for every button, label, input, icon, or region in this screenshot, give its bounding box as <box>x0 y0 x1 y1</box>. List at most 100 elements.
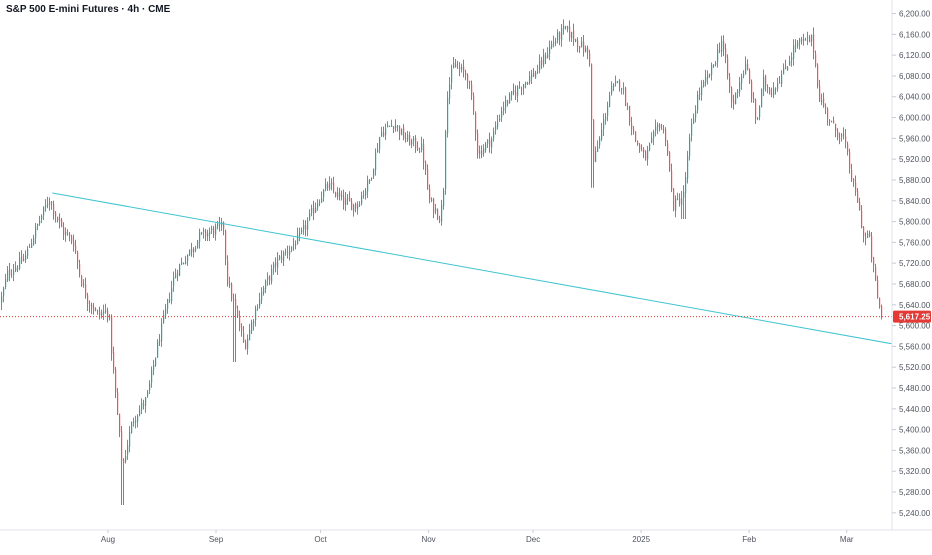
candle-body <box>557 32 559 41</box>
candle-body <box>861 210 863 229</box>
candle-body <box>465 72 467 76</box>
candle-body <box>5 279 7 287</box>
candle-body <box>161 323 163 341</box>
candle-body <box>263 288 265 294</box>
candle-body <box>449 84 451 99</box>
candle-body <box>319 202 321 204</box>
time-axis[interactable]: Aug Sep Oct Nov Dec 2025 Feb Mar <box>101 530 854 544</box>
candle-body <box>63 226 65 236</box>
candle-body <box>655 126 657 131</box>
candle-body <box>725 48 727 59</box>
time-tick-label: Nov <box>421 535 435 544</box>
price-tick-label: 6,200.00 <box>899 10 931 19</box>
candle-body <box>571 31 573 39</box>
candle-body <box>641 150 643 152</box>
candle-body <box>825 106 827 109</box>
candle-body <box>271 268 273 282</box>
candle-body <box>47 204 49 206</box>
candle-body <box>79 264 81 275</box>
price-tick-label: 5,480.00 <box>899 384 931 393</box>
candle-body <box>195 248 197 250</box>
candle-body <box>399 126 401 135</box>
candle-body <box>829 120 831 122</box>
candle-body <box>439 218 441 221</box>
candle-body <box>149 383 151 391</box>
candle-body <box>427 169 429 190</box>
candle-body <box>823 98 825 107</box>
candle-body <box>681 198 683 205</box>
candle-body <box>601 129 603 140</box>
candle-body <box>299 232 301 236</box>
candle-body <box>123 459 125 463</box>
candle-body <box>417 147 419 150</box>
candle-body <box>395 125 397 129</box>
last-price-badge <box>893 310 931 323</box>
chart-title: S&P 500 E-mini Futures · 4h · CME <box>6 4 171 15</box>
candle-body <box>103 311 105 314</box>
candle-body <box>101 312 103 316</box>
candle-body <box>253 321 255 324</box>
candle-body <box>675 198 677 211</box>
price-tick-label: 5,640.00 <box>899 301 931 310</box>
candle-body <box>481 150 483 155</box>
candle-body <box>731 88 733 102</box>
candle-body <box>463 66 465 72</box>
candle-body <box>375 152 377 171</box>
candle-body <box>617 81 619 83</box>
price-tick-label: 5,320.00 <box>899 467 931 476</box>
candle-body <box>243 332 245 342</box>
candle-body <box>455 63 457 68</box>
candle-body <box>39 220 41 224</box>
candle-body <box>261 291 263 301</box>
candle-body <box>241 326 243 332</box>
candle-body <box>37 223 39 227</box>
candle-body <box>371 177 373 179</box>
candle-body <box>249 330 251 341</box>
candle-body <box>237 309 239 317</box>
candle-body <box>459 67 461 70</box>
candle-body <box>761 89 763 108</box>
candle-body <box>75 245 77 252</box>
candle-body <box>843 134 845 136</box>
candle-body <box>703 81 705 87</box>
candle-body <box>651 137 653 143</box>
candle-body <box>313 207 315 214</box>
candle-body <box>787 66 789 70</box>
candle-body <box>99 311 101 315</box>
time-tick-label: Feb <box>742 535 756 544</box>
candle-body <box>713 64 715 66</box>
candle-body <box>7 270 9 281</box>
candle-body <box>565 26 567 28</box>
candle-body <box>633 128 635 132</box>
candle-body <box>49 202 51 205</box>
price-tick-label: 5,360.00 <box>899 446 931 455</box>
candle-body <box>11 274 13 276</box>
candle-body <box>53 203 55 214</box>
price-axis[interactable]: 6,200.00 6,160.00 6,120.00 6,080.00 6,040.00… <box>892 10 931 518</box>
candle-body <box>517 86 519 96</box>
candle-body <box>445 131 447 189</box>
candle-body <box>845 136 847 143</box>
candle-body <box>833 120 835 124</box>
candle-body <box>393 126 395 129</box>
candle-body <box>437 209 439 219</box>
time-tick-label: Aug <box>101 535 115 544</box>
candle-body <box>1 296 3 303</box>
candle-body <box>477 133 479 154</box>
candle-body <box>537 71 539 73</box>
candle-body <box>61 220 63 228</box>
candle-body <box>203 230 205 232</box>
candle-body <box>209 231 211 235</box>
price-tick-label: 5,560.00 <box>899 342 931 351</box>
time-tick-label: Sep <box>209 535 224 544</box>
price-tick-label: 5,880.00 <box>899 176 931 185</box>
candle-body <box>165 308 167 316</box>
candle-body <box>33 237 35 245</box>
candle-body <box>745 63 747 75</box>
candle-body <box>189 249 191 255</box>
candle-body <box>855 182 857 192</box>
candle-body <box>85 284 87 297</box>
